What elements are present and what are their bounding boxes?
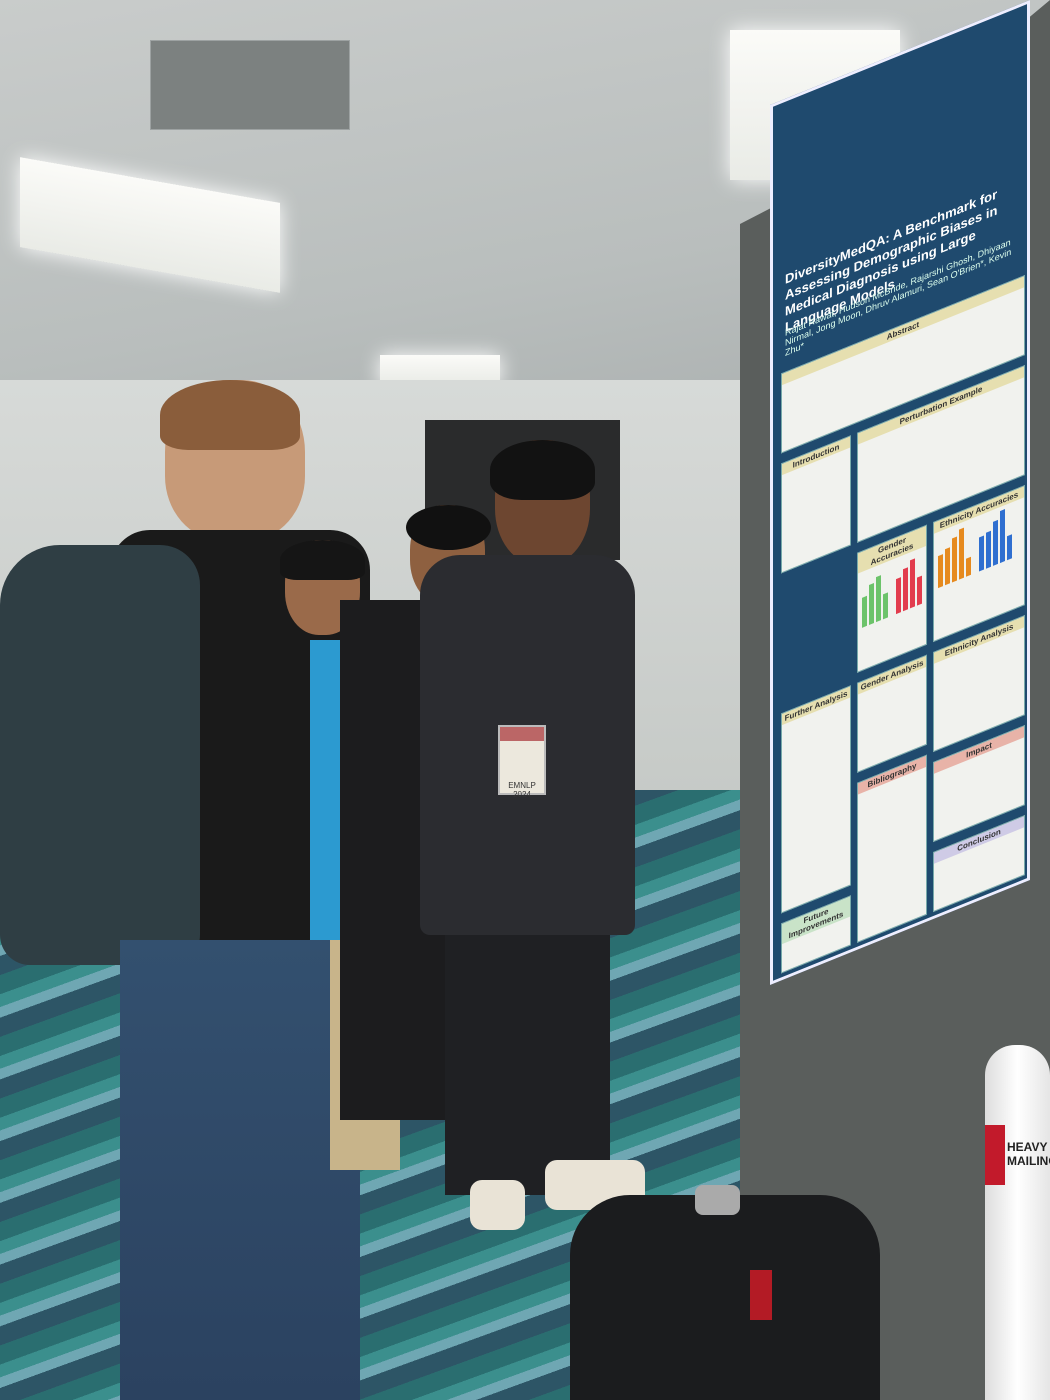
gender-analysis-panel: Gender Analysis <box>857 654 927 773</box>
ethnicity-accuracies-panel: Ethnicity Accuracies <box>933 484 1025 643</box>
ceiling-vent <box>150 40 350 130</box>
swiss-cross-logo <box>750 1270 772 1320</box>
research-poster: DiversityMedQA: A Benchmark for Assessin… <box>770 0 1030 985</box>
ceiling-light <box>20 157 280 293</box>
jeans <box>120 940 360 1400</box>
further-analysis-panel: Further Analysis <box>781 685 851 914</box>
scotch-label <box>985 1125 1005 1185</box>
introduction-panel: Introduction <box>781 435 851 574</box>
tumbler-lid <box>695 1185 740 1215</box>
floor-backpack <box>570 1195 880 1400</box>
suit-pants <box>445 935 610 1195</box>
bibliography-panel: Bibliography <box>857 754 927 943</box>
section-heading: Further Analysis <box>782 686 850 726</box>
gender-accuracies-panel: Gender Accuracies <box>857 524 927 673</box>
backpack <box>0 545 200 965</box>
mailing-tube: HEAVY MAILING <box>985 1045 1050 1400</box>
name-badge: EMNLP 2024 <box>498 725 546 799</box>
sneaker <box>470 1180 525 1230</box>
presenter-in-suit: EMNLP 2024 <box>420 440 645 1230</box>
